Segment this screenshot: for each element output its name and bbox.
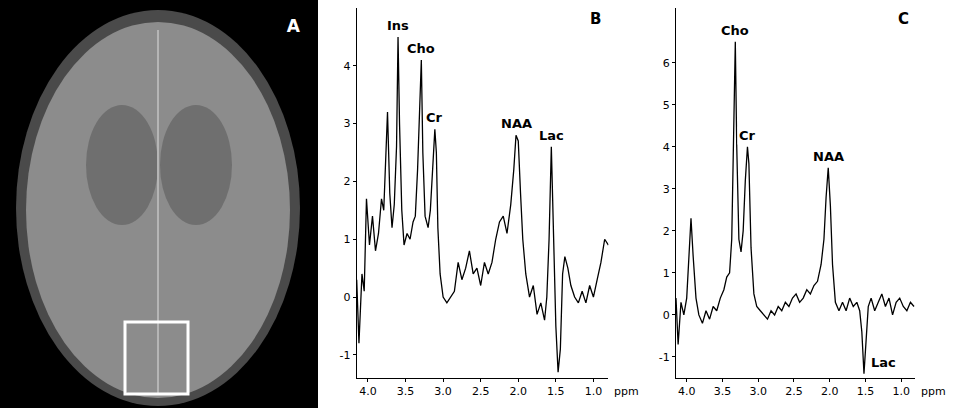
svg-text:1.5: 1.5	[857, 385, 875, 398]
svg-text:4.0: 4.0	[359, 385, 377, 398]
svg-text:2.5: 2.5	[785, 385, 803, 398]
svg-text:1.5: 1.5	[547, 385, 565, 398]
svg-text:1: 1	[663, 267, 670, 280]
svg-text:2: 2	[663, 225, 670, 238]
svg-text:Cho: Cho	[721, 23, 749, 38]
svg-text:3.0: 3.0	[434, 385, 452, 398]
svg-text:3: 3	[344, 117, 351, 130]
svg-text:Lac: Lac	[871, 355, 896, 370]
svg-text:C: C	[898, 10, 909, 28]
svg-text:NAA: NAA	[501, 116, 532, 131]
svg-text:1.0: 1.0	[892, 385, 910, 398]
svg-text:3.5: 3.5	[397, 385, 415, 398]
svg-text:1.0: 1.0	[585, 385, 603, 398]
svg-text:6: 6	[663, 57, 670, 70]
svg-text:ppm: ppm	[921, 385, 946, 398]
svg-text:4.0: 4.0	[678, 385, 696, 398]
svg-text:Cr: Cr	[739, 128, 756, 143]
svg-text:0: 0	[344, 291, 351, 304]
svg-text:NAA: NAA	[813, 149, 844, 164]
svg-text:3.0: 3.0	[749, 385, 767, 398]
svg-text:Cr: Cr	[426, 110, 443, 125]
svg-text:3: 3	[663, 183, 670, 196]
svg-text:1: 1	[344, 233, 351, 246]
svg-text:B: B	[590, 10, 601, 28]
svg-text:2.0: 2.0	[821, 385, 839, 398]
svg-text:Ins: Ins	[387, 18, 409, 33]
svg-text:Lac: Lac	[539, 128, 564, 143]
svg-text:2.0: 2.0	[510, 385, 528, 398]
svg-text:4: 4	[663, 141, 670, 154]
svg-text:Cho: Cho	[407, 41, 435, 56]
svg-text:-1: -1	[659, 351, 670, 364]
svg-text:-1: -1	[340, 349, 351, 362]
svg-text:4: 4	[344, 60, 351, 73]
svg-text:5: 5	[663, 99, 670, 112]
svg-text:3.5: 3.5	[714, 385, 732, 398]
svg-text:0: 0	[663, 309, 670, 322]
svg-text:2: 2	[344, 175, 351, 188]
svg-text:ppm: ppm	[614, 385, 639, 398]
svg-text:2.5: 2.5	[472, 385, 490, 398]
svg-text:A: A	[287, 16, 301, 36]
